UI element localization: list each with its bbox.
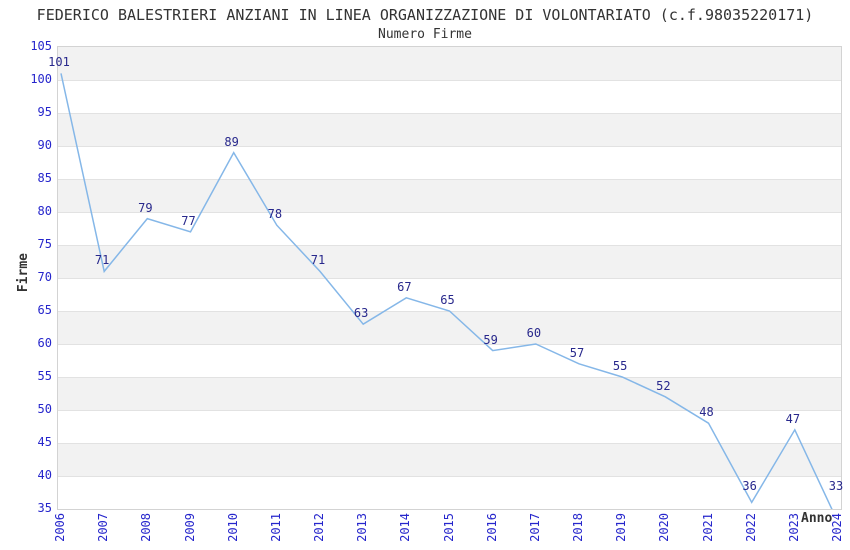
x-tick-label: 2008	[139, 513, 154, 542]
x-tick-label: 2020	[657, 513, 672, 542]
plot-band	[58, 443, 841, 476]
x-tick-label: 2014	[398, 513, 413, 542]
y-tick-label: 55	[37, 369, 52, 383]
y-tick-label: 35	[37, 501, 52, 515]
y-tick-label: 50	[37, 402, 52, 416]
data-point-label: 63	[353, 306, 369, 321]
data-point-label: 77	[181, 213, 196, 228]
plot-band	[58, 278, 841, 311]
x-tick-label: 2016	[484, 513, 499, 542]
x-tick-label: 2022	[743, 513, 758, 542]
x-tick-label: 2019	[614, 513, 629, 542]
y-tick-label: 45	[37, 435, 52, 449]
data-point-label: 65	[440, 293, 455, 307]
grid-line	[58, 212, 841, 213]
grid-line	[58, 344, 841, 345]
y-tick-label: 80	[37, 204, 52, 218]
x-tick-label: 2006	[53, 513, 67, 542]
y-tick-label: 100	[30, 72, 52, 86]
x-tick-label: 2010	[225, 513, 240, 542]
data-point-label: 36	[742, 479, 757, 493]
grid-line	[58, 113, 841, 114]
y-tick-label: 70	[37, 270, 52, 284]
data-point-label: 71	[310, 253, 326, 268]
grid-line	[58, 80, 841, 81]
x-tick-label: 2011	[268, 513, 283, 542]
x-tick-label: 2023	[786, 513, 801, 542]
x-tick-label: 2009	[182, 513, 197, 542]
grid-line	[58, 146, 841, 147]
data-point-label: 78	[267, 207, 283, 222]
plot-area: 101 71 79 77 89 78 71 63 67 65 59 60 57 55 52 48 36 47 33	[48, 46, 844, 510]
data-point-label: 47	[785, 411, 801, 426]
grid-line	[58, 443, 841, 444]
plot-band	[58, 476, 841, 509]
line-series	[60, 73, 833, 509]
grid-line	[58, 245, 841, 246]
y-tick-label: 65	[37, 303, 52, 317]
data-point-label: 71	[94, 253, 110, 268]
plot-band	[58, 377, 841, 410]
x-tick-label: 2015	[441, 513, 456, 542]
data-point-label: 52	[656, 378, 671, 393]
y-tick-label: 95	[37, 105, 52, 119]
data-point-label: 101	[48, 55, 70, 70]
data-point-label: 60	[526, 326, 542, 340]
data-line	[60, 73, 833, 509]
plot-band	[58, 113, 841, 146]
x-tick-label: 2007	[96, 513, 111, 542]
plot-band	[58, 179, 841, 212]
chart-title: FEDERICO BALESTRIERI ANZIANI IN LINEA OR…	[36, 6, 814, 24]
plot-band	[58, 80, 841, 113]
grid-line	[58, 476, 841, 477]
plot-band	[58, 311, 841, 344]
plot-band	[58, 344, 841, 377]
y-tick-label: 105	[30, 39, 52, 53]
y-tick-label: 85	[37, 171, 52, 185]
x-tick-label: 2013	[355, 513, 370, 542]
grid-line	[58, 410, 841, 411]
x-tick-label: 2017	[527, 513, 542, 542]
data-point-label: 48	[699, 405, 714, 420]
chart-subtitle: Numero Firme	[378, 27, 472, 42]
grid-line	[58, 377, 841, 378]
x-tick-label: 2018	[571, 513, 585, 542]
data-point-label: 55	[612, 359, 628, 373]
data-point-label: 89	[224, 134, 239, 149]
plot-band	[58, 146, 841, 179]
x-tick-label: 2012	[312, 513, 326, 542]
plot-band	[58, 212, 841, 245]
data-point-label: 33	[828, 479, 844, 493]
data-point-label: 79	[138, 200, 153, 215]
y-tick-label: 90	[37, 138, 52, 152]
y-tick-label: 60	[37, 336, 52, 350]
grid-line	[58, 179, 841, 180]
data-point-label: 59	[483, 332, 498, 347]
data-point-label: 57	[569, 345, 585, 360]
y-tick-label: 75	[37, 237, 52, 251]
grid-line	[58, 278, 841, 279]
plot-band	[58, 245, 841, 278]
y-tick-label: 40	[37, 468, 52, 482]
data-point-label: 67	[397, 279, 412, 294]
plot-band	[58, 47, 841, 80]
x-tick-label: 2021	[700, 513, 715, 542]
x-axis-title: Anno	[801, 511, 833, 526]
